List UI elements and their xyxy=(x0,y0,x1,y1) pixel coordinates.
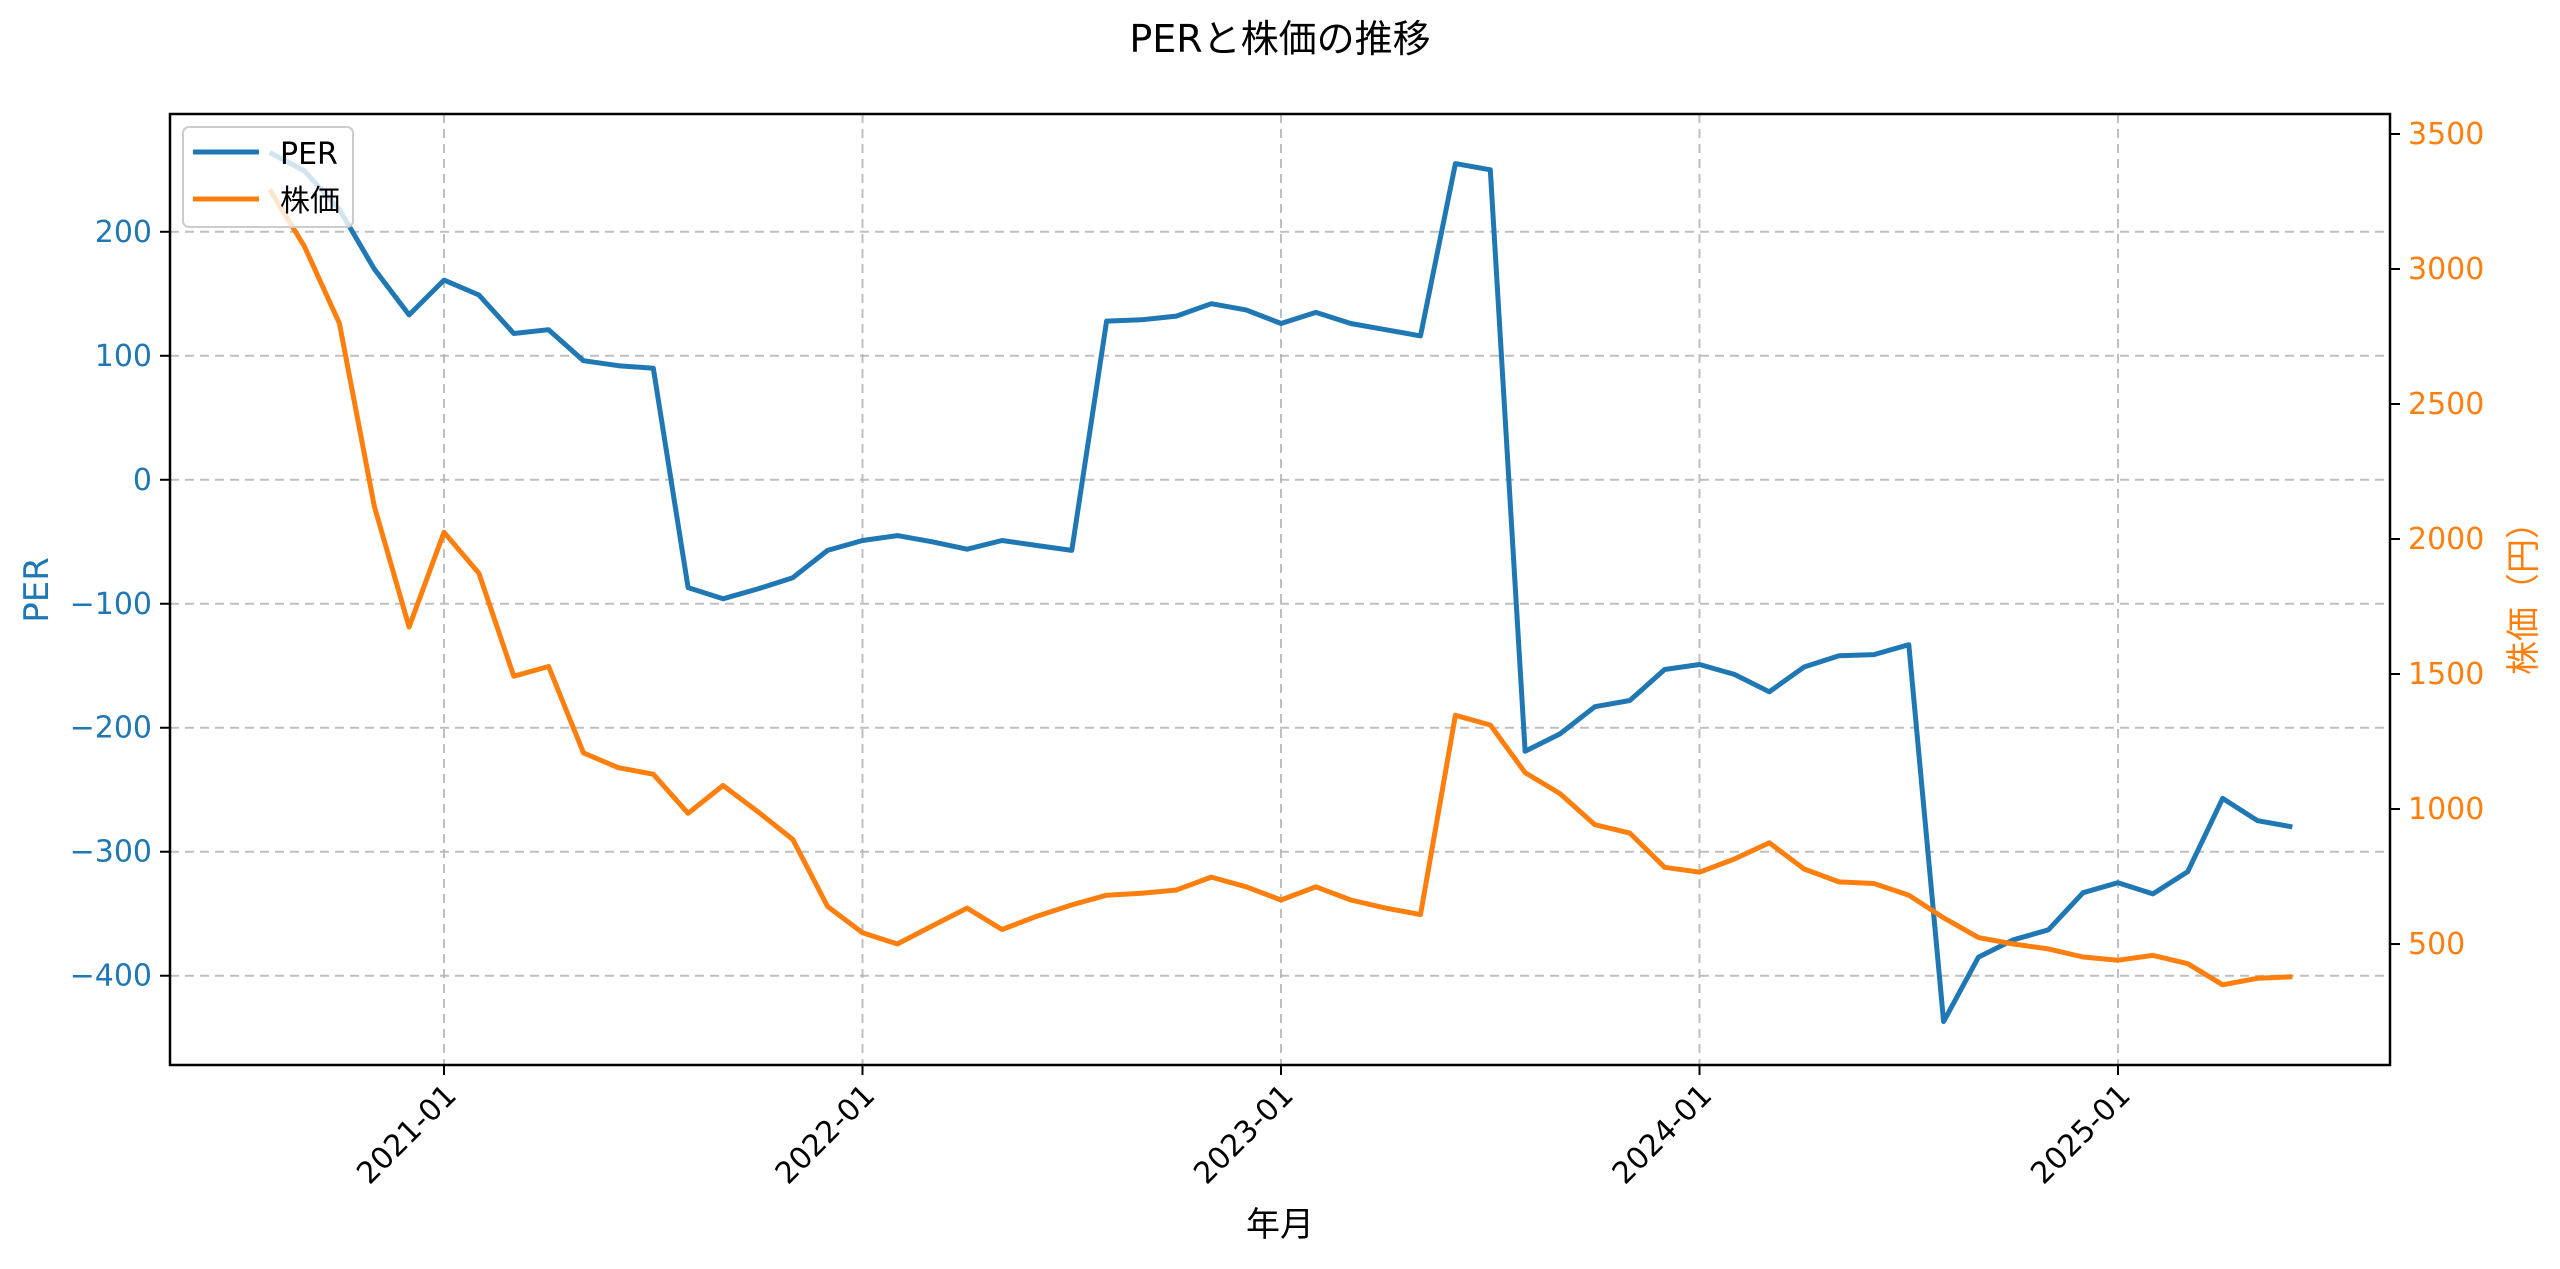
x-axis-label: 年月 xyxy=(1246,1205,1314,1245)
left-tick-label: 100 xyxy=(95,339,152,374)
right-tick-label: 1000 xyxy=(2408,792,2484,827)
left-tick-label: −400 xyxy=(70,959,152,994)
legend-label-price: 株価 xyxy=(280,184,340,219)
legend: PER 株価 xyxy=(182,126,354,228)
plot-series xyxy=(267,150,2293,1025)
left-tick-label: −100 xyxy=(70,587,152,622)
grid-lines xyxy=(170,114,2390,1065)
left-tick-label: 0 xyxy=(133,463,152,498)
right-tick-label: 500 xyxy=(2408,927,2465,962)
left-y-axis-ticks: 200 100 0 −100 −200 −300 −400 xyxy=(70,215,170,994)
left-y-axis-label: PER xyxy=(17,557,57,623)
right-y-axis-label: 株価（円） xyxy=(2504,505,2544,675)
per-line xyxy=(268,150,2293,1025)
right-tick-label: 2000 xyxy=(2408,522,2484,557)
right-tick-label: 1500 xyxy=(2408,657,2484,692)
right-tick-label: 3000 xyxy=(2408,252,2484,287)
right-tick-label: 2500 xyxy=(2408,387,2484,422)
left-tick-label: −200 xyxy=(70,711,152,746)
left-tick-label: −300 xyxy=(70,835,152,870)
legend-label-per: PER xyxy=(280,137,338,172)
left-tick-label: 200 xyxy=(95,215,152,250)
right-y-axis-ticks: 3500 3000 2500 2000 1500 1000 500 xyxy=(2390,117,2484,962)
chart-title: PERと株価の推移 xyxy=(1129,17,1430,61)
right-tick-label: 3500 xyxy=(2408,117,2484,152)
price-line xyxy=(267,187,2293,988)
